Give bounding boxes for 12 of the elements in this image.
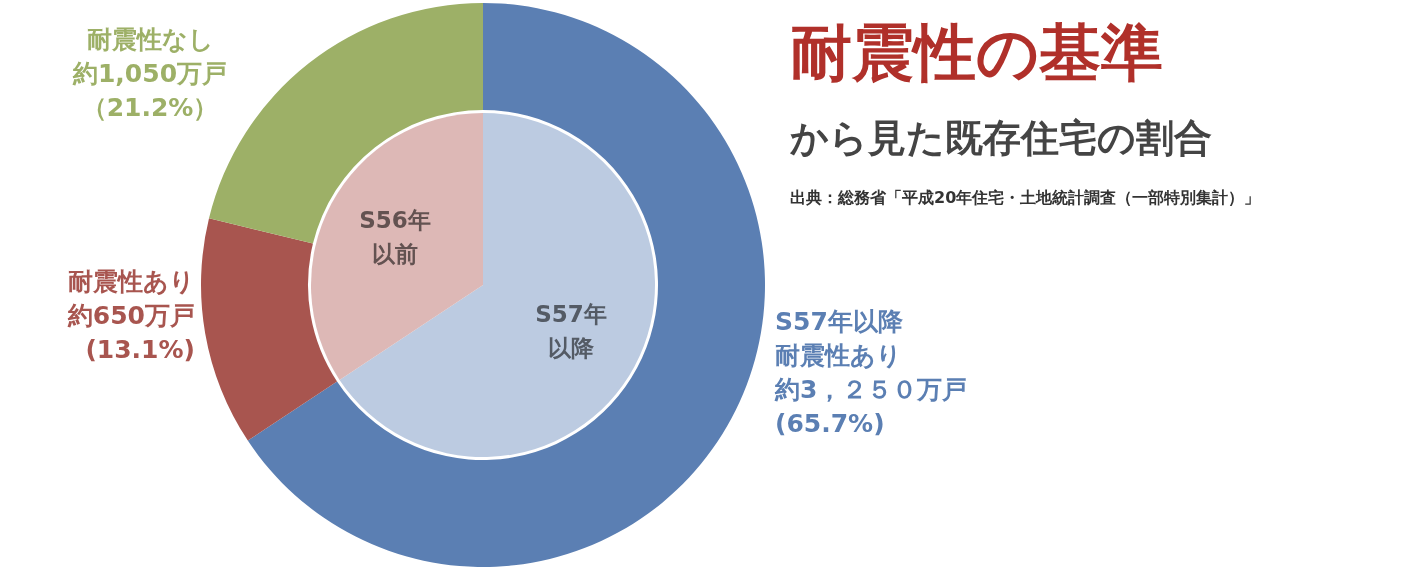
category-label: 耐震性あり (775, 341, 902, 370)
text: S57年以降 (535, 301, 607, 362)
slice-label: 耐震性あり (68, 267, 195, 296)
data-label: S56年以前 (359, 206, 431, 267)
data-label: S57年以降 (775, 307, 904, 336)
text: から見た既存住宅の割合 (789, 116, 1212, 160)
data-label: 約3，２５０万戸(65.7%) (774, 375, 968, 438)
source-note: 出典：総務省「平成20年住宅・土地統計調査（一部特別集計）」 (790, 188, 1261, 207)
data-label: 約650万戸(13.1%) (66, 301, 195, 364)
slice-label: 耐震性なし (86, 25, 214, 54)
chart-title: 耐震性の基準 (790, 16, 1163, 89)
data-label: 約1,050万戸（21.2%） (71, 59, 228, 122)
